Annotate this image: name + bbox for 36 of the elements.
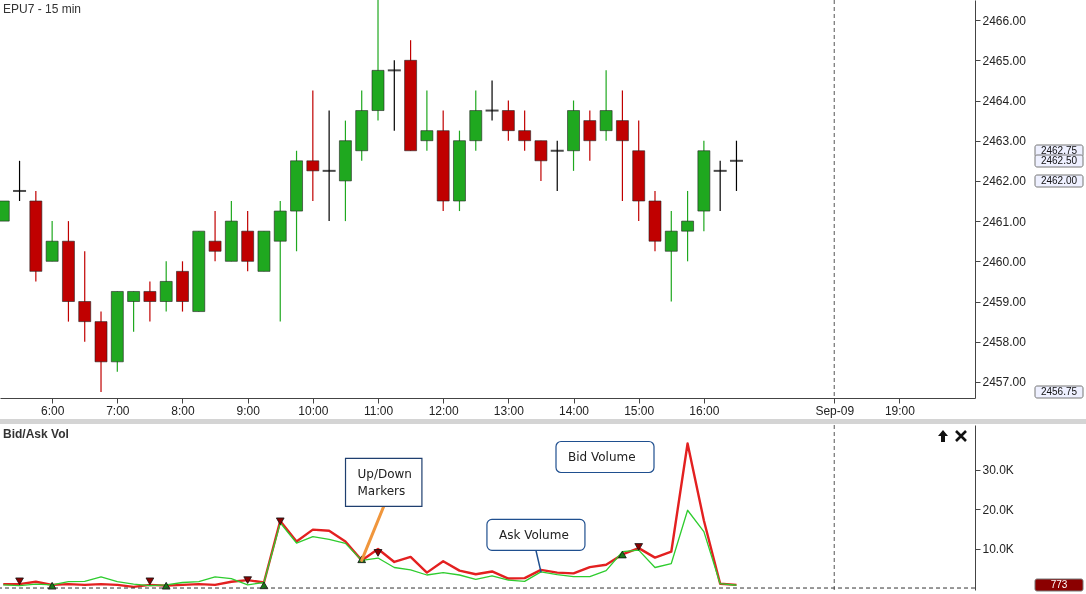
x-tick-label: 6:00: [40, 403, 65, 418]
y-tick-label: 2465.00: [982, 53, 1027, 68]
x-tick-label: 7:00: [106, 403, 130, 418]
y-tick-label: 2462.00: [982, 174, 1027, 189]
chart-title: Bid/Ask Vol: [3, 427, 69, 441]
annotation: Up/Down Markers: [357, 466, 412, 498]
text: 2462.50: [1040, 155, 1078, 166]
text: 2462.00: [1040, 175, 1078, 186]
y-tick-label: 20.0K: [982, 502, 1014, 517]
y-tick-label: 2466.00: [982, 13, 1027, 28]
x-tick-label: 15:00: [624, 403, 655, 418]
annotation: Ask Volume: [498, 527, 569, 542]
x-tick-label: 9:00: [236, 403, 261, 418]
chart-title: EPU7 - 15 min: [3, 2, 82, 16]
x-tick-label: Sep-09: [815, 403, 855, 418]
text: 2462.75: [1040, 145, 1078, 156]
y-tick-label: 2460.00: [982, 254, 1027, 269]
y-tick-label: 2459.00: [982, 295, 1027, 310]
x-tick-label: 12:00: [428, 403, 460, 418]
y-tick-label: 10.0K: [982, 542, 1014, 557]
y-tick-label: 2457.00: [982, 375, 1027, 390]
x-tick-label: 14:00: [559, 403, 590, 418]
x-tick-label: 13:00: [493, 403, 525, 418]
y-tick-label: 2464.00: [982, 94, 1027, 109]
x-tick-label: 11:00: [363, 403, 394, 418]
y-tick-label: 2461.00: [982, 214, 1027, 229]
y-tick-label: 2458.00: [982, 335, 1027, 350]
y-tick-label: 2463.00: [982, 134, 1027, 149]
y-tick-label: 30.0K: [982, 463, 1014, 478]
annotation: Bid Volume: [568, 450, 636, 464]
text: 2456.75: [1040, 386, 1078, 397]
x-tick-label: 8:00: [171, 403, 195, 418]
x-tick-label: 19:00: [884, 403, 916, 418]
text: 773: [1050, 579, 1068, 590]
x-tick-label: 16:00: [689, 403, 720, 418]
x-tick-label: 10:00: [298, 403, 329, 418]
